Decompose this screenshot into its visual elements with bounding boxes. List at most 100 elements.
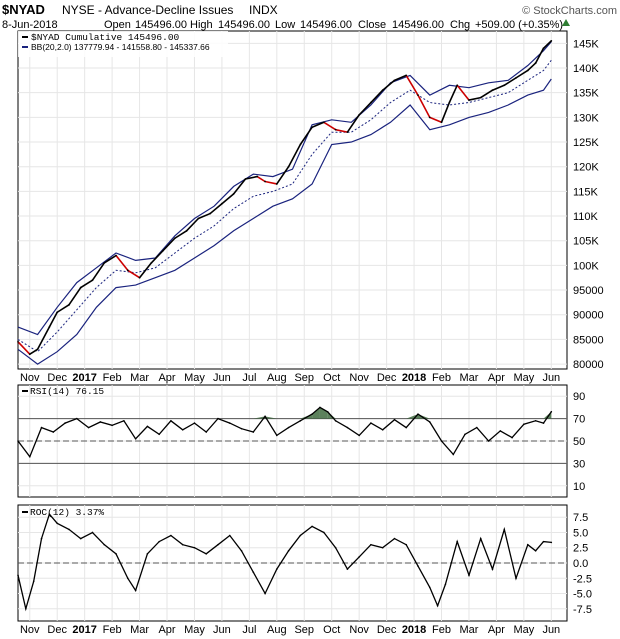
x-tick-label: Sep (294, 372, 314, 384)
x-tick-label: Aug (267, 624, 287, 636)
roc-panel: -7.5 -5.0 -2.5 0.0 2.5 5.0 7.5 Nov Dec 2017 Feb Mar… (17, 504, 592, 636)
price-segment (515, 69, 529, 79)
price-segment (48, 311, 58, 328)
y-tick-label: -5.0 (573, 589, 592, 601)
rsi-point (550, 410, 553, 413)
rsi-point (52, 431, 55, 433)
price-point (36, 348, 39, 351)
rsi-point (299, 420, 302, 422)
price-segment (429, 116, 442, 124)
price-point (534, 62, 537, 64)
y-tick-label: 85000 (573, 334, 604, 346)
price-legend: $NYAD Cumulative 145496.00 BB(20,2.0) 13… (18, 31, 228, 57)
rsi-point (252, 431, 255, 433)
price-segment (534, 47, 545, 64)
x-tick-label: 2017 (72, 372, 96, 384)
price-point (311, 126, 314, 129)
roc-point (381, 546, 384, 549)
x-tick-label: Jun (213, 624, 231, 636)
rsi-overbought-fill (253, 416, 266, 419)
price-point (264, 180, 266, 183)
price-point (322, 121, 325, 124)
y-tick-label: 125K (573, 137, 599, 149)
low-label: Low (275, 19, 295, 31)
rsi-point (428, 421, 431, 423)
price-point (515, 76, 517, 79)
roc-point (456, 540, 459, 543)
rsi-point (542, 422, 545, 424)
price-point (115, 254, 117, 257)
roc-point (503, 528, 506, 531)
price-segment (335, 128, 348, 133)
price-segment (245, 175, 258, 180)
y-tick-label: 2.5 (573, 543, 588, 555)
roc-point (228, 534, 231, 537)
roc-point (534, 549, 537, 552)
y-tick-label: 90000 (573, 310, 604, 322)
price-segment (456, 84, 470, 101)
roc-point (91, 531, 94, 534)
rsi-point (87, 426, 90, 429)
high-label: High (190, 19, 213, 31)
rsi-point (417, 413, 419, 415)
price-point (17, 340, 19, 343)
price-point (468, 99, 470, 101)
price-segment (405, 74, 419, 96)
price-segment (417, 94, 431, 118)
rsi-overbought-fill (265, 416, 277, 419)
y-tick-label: 105K (573, 236, 599, 248)
rsi-legend: RSI(14) 76.15 (22, 386, 104, 397)
price-segment (527, 62, 537, 72)
high-value: 145496.00 (218, 19, 270, 31)
price-point (79, 286, 82, 289)
price-point (417, 94, 419, 97)
rsi-point (158, 433, 160, 436)
price-segment (91, 262, 105, 281)
price-segment (68, 287, 82, 306)
roc-point (240, 549, 243, 552)
rsi-point (287, 426, 290, 429)
x-tick-label: Nov (349, 372, 369, 384)
rsi-point (17, 440, 19, 442)
roc-point (287, 549, 290, 552)
x-tick-label: Oct (323, 372, 340, 384)
roc-point (358, 556, 360, 558)
price-point (503, 84, 506, 87)
price-point (479, 96, 482, 99)
rsi-point (181, 429, 184, 431)
x-tick-label: Sep (294, 624, 314, 636)
bb-upper-line (17, 41, 552, 336)
rsi-point (370, 422, 372, 424)
rsi-point (464, 433, 466, 436)
rsi-point (311, 413, 313, 415)
price-point (491, 89, 494, 92)
price-point (185, 229, 188, 232)
price-segment (103, 254, 117, 264)
price-segment (186, 217, 199, 232)
y-tick-label: 110K (573, 211, 599, 223)
roc-point (444, 583, 447, 586)
price-segment (448, 84, 458, 103)
roc-point (491, 568, 494, 570)
y-tick-label: 10 (573, 481, 585, 493)
price-point (334, 128, 337, 131)
price-point (440, 121, 443, 124)
roc-point (393, 537, 396, 540)
roc-point (323, 531, 325, 534)
roc-point (550, 541, 553, 544)
price-segment (127, 269, 140, 279)
rsi-overbought-fill (417, 414, 430, 419)
rsi-point (64, 422, 66, 424)
y-tick-label: 50 (573, 436, 585, 448)
x-tick-label: Aug (267, 372, 287, 384)
symbol-description: NYSE - Advance-Decline Issues (62, 3, 233, 17)
price-point (346, 131, 349, 134)
price-segment (440, 102, 451, 123)
price-segment (323, 121, 337, 131)
roc-point (526, 543, 529, 546)
bb-middle-line (17, 59, 552, 353)
y-tick-label: -2.5 (573, 573, 592, 585)
rsi-overbought-fill (327, 411, 336, 419)
symbol-title: $NYAD (2, 2, 45, 17)
open-value: 145496.00 (135, 19, 187, 31)
